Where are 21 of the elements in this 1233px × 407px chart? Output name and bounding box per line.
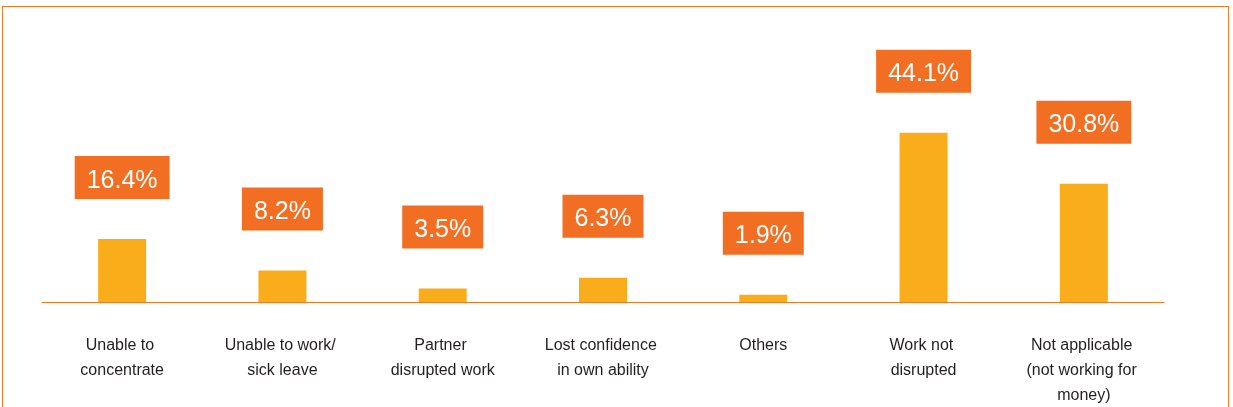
- x-tick-label: Work not disrupted: [889, 336, 958, 378]
- data-label: 16.4%: [86, 164, 158, 193]
- x-tick-label: Unable to concentrate: [80, 336, 165, 378]
- x-tick-label: Not applicable (not working for money): [1026, 336, 1142, 403]
- x-tick-label: Others: [739, 336, 788, 353]
- data-label: 6.3%: [574, 203, 632, 232]
- data-label: 44.1%: [888, 58, 960, 87]
- bar: [1059, 183, 1108, 302]
- x-tick-label: Lost confidence in own ability: [544, 336, 662, 378]
- x-tick-label: Unable to work/ sick leave: [224, 336, 341, 378]
- bar: [579, 277, 627, 302]
- data-label: 30.8%: [1048, 109, 1120, 138]
- bar: [258, 270, 307, 302]
- data-label: 3.5%: [414, 214, 472, 243]
- bar: [418, 288, 467, 302]
- bar: [98, 239, 147, 302]
- bar: [739, 294, 788, 302]
- data-label: 8.2%: [253, 196, 311, 225]
- x-tick-label: Partner disrupted work: [390, 336, 496, 378]
- data-label: 1.9%: [734, 220, 792, 249]
- bar: [899, 132, 948, 302]
